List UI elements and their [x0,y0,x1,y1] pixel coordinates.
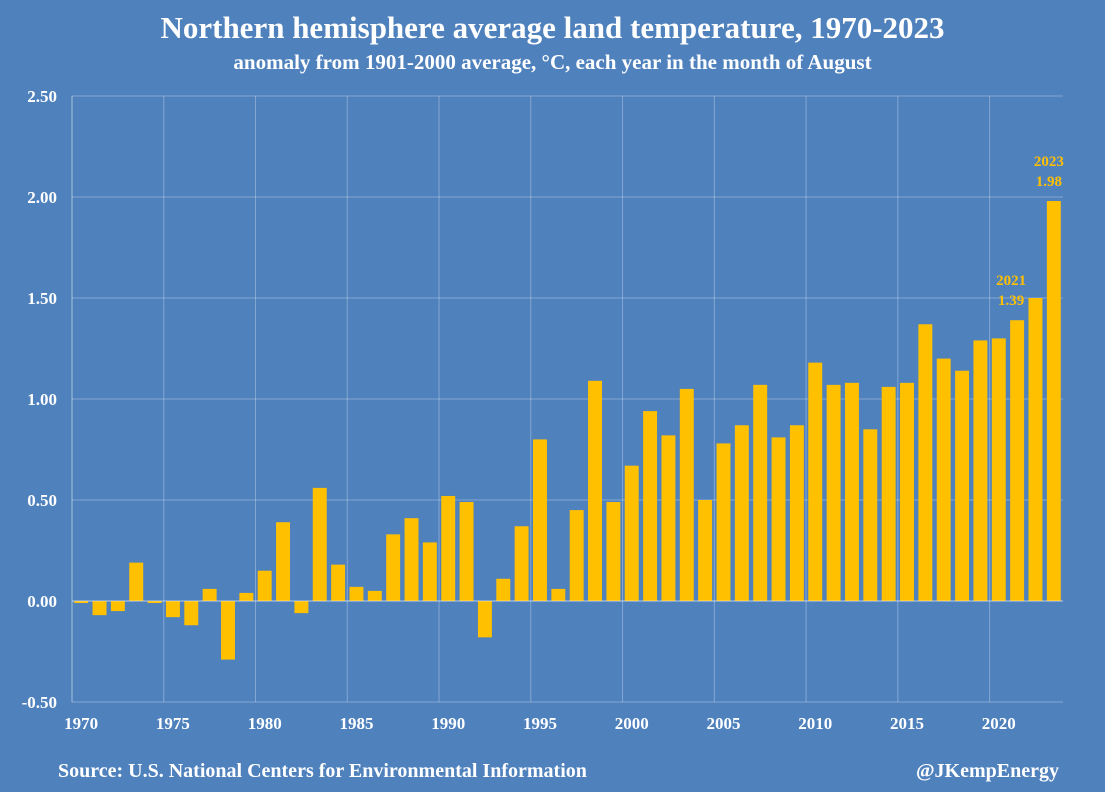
x-tick-label: 2020 [982,714,1016,733]
source-note: Source: U.S. National Centers for Enviro… [58,760,587,782]
x-tick-label: 1980 [248,714,282,733]
y-tick-label: 0.50 [27,491,57,510]
bar-1977 [202,588,217,601]
annotation-value: 1.98 [1036,174,1062,190]
bar-2019 [973,340,988,601]
chart-subtitle: anomaly from 1901-2000 average, °C, each… [233,50,872,74]
y-tick-label: 1.00 [27,390,57,409]
bar-1999 [606,502,621,601]
bar-1987 [386,534,401,601]
bar-1983 [312,487,327,601]
y-tick-label: -0.50 [22,693,57,712]
bar-2006 [734,425,749,601]
bar-1970 [74,601,89,604]
bar-2002 [661,435,676,601]
x-tick-label: 2010 [798,714,832,733]
bar-2010 [808,362,823,601]
bar-2009 [789,425,804,601]
bar-2012 [844,382,859,601]
y-tick-label: 2.00 [27,188,57,207]
bar-1988 [404,518,419,601]
credit-handle: @JKempEnergy [915,760,1059,782]
bar-2023 [1046,201,1061,602]
bar-2022 [1028,298,1043,601]
bar-2020 [991,338,1006,601]
bar-1993 [496,578,511,601]
bar-2003 [679,388,694,601]
bar-1998 [588,380,603,601]
bar-1984 [331,564,346,601]
bar-2021 [1010,320,1025,601]
bar-1985 [349,586,364,601]
annotation-value: 1.39 [998,293,1024,309]
bar-2018 [955,370,970,601]
bar-1973 [129,562,144,601]
bar-1997 [569,510,584,601]
bar-2014 [881,386,896,601]
bar-2015 [900,382,914,601]
bar-2008 [771,437,786,601]
bar-1980 [257,570,272,601]
bar-1981 [276,522,291,601]
bar-1979 [239,592,254,601]
x-tick-label: 2005 [706,714,740,733]
chart-title: Northern hemisphere average land tempera… [160,10,945,45]
bar-1982 [294,601,309,614]
bar-2013 [863,429,878,601]
bar-2005 [716,443,731,601]
bar-1972 [110,601,125,612]
bar-2016 [918,324,933,601]
bar-2004 [698,500,713,601]
bar-1976 [184,601,199,626]
bar-1974 [147,601,162,604]
annotation-year: 2021 [996,273,1026,289]
x-tick-label: 2015 [890,714,924,733]
x-tick-label: 2000 [615,714,649,733]
bar-2011 [826,384,841,601]
bar-2001 [643,411,658,601]
y-tick-label: 2.50 [27,87,57,106]
bar-2007 [753,384,768,601]
bar-1992 [477,601,492,638]
bar-1991 [459,502,474,601]
bar-2000 [624,465,639,601]
y-tick-label: 0.00 [27,592,57,611]
bar-1994 [514,526,529,601]
bar-1975 [165,601,180,618]
x-tick-label: 1970 [64,714,98,733]
bar-1996 [551,588,566,601]
bar-1995 [532,439,547,601]
x-tick-label: 1975 [156,714,190,733]
bar-2017 [936,358,951,601]
bar-1986 [367,590,382,601]
bar-1978 [221,601,235,660]
bar-1989 [422,542,437,601]
y-tick-label: 1.50 [27,289,57,308]
x-tick-label: 1995 [523,714,557,733]
bar-1971 [92,601,107,616]
x-tick-label: 1985 [339,714,373,733]
x-tick-label: 1990 [431,714,465,733]
annotation-year: 2023 [1034,154,1064,170]
bar-1990 [441,495,456,601]
